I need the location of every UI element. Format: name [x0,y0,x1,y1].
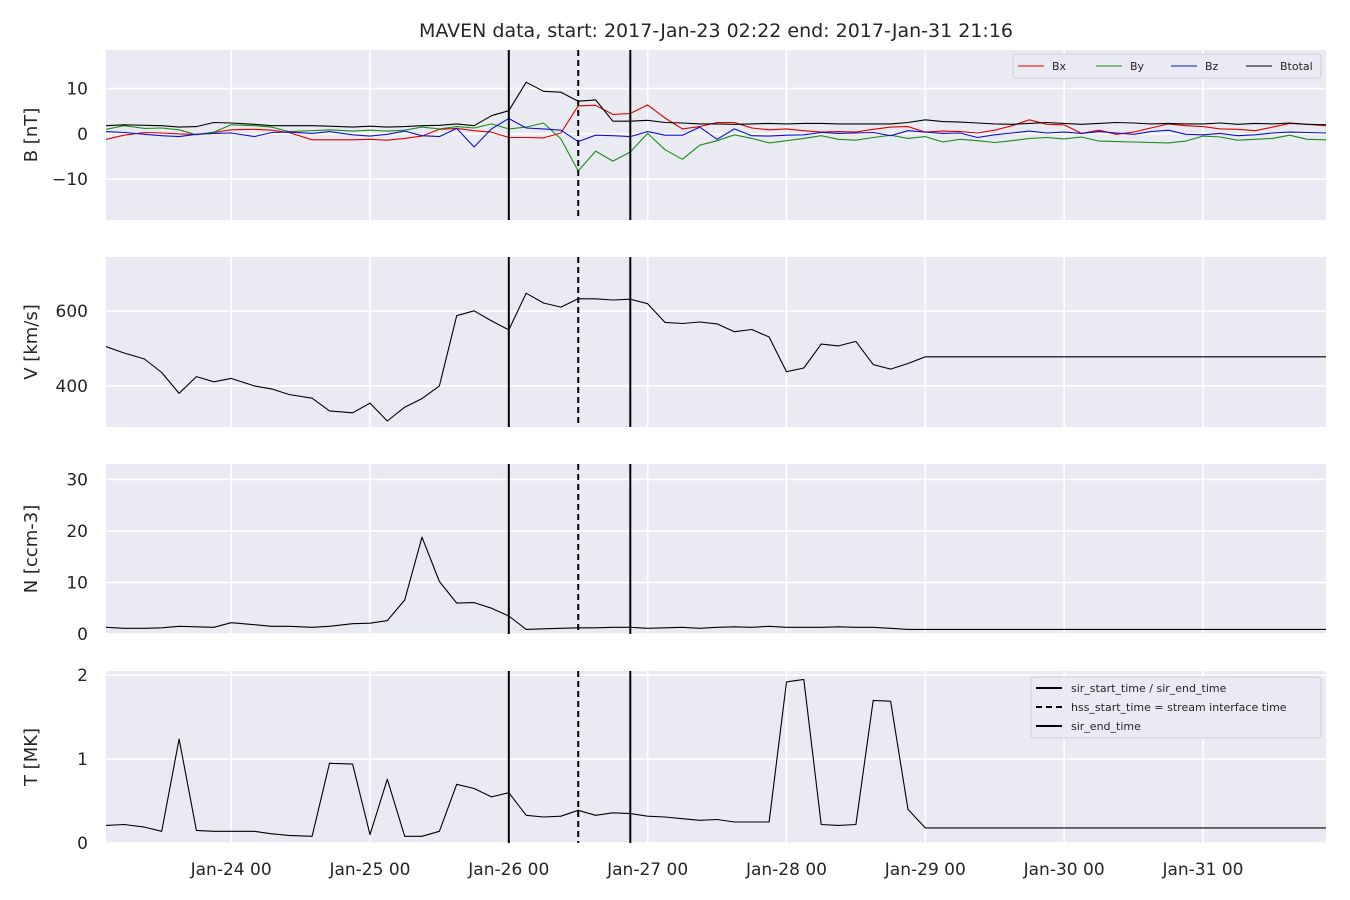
panel-2: 400 600 V [km/s] [21,257,1326,427]
series-group [106,292,1326,422]
x-tick-label: Jan-25 00 [328,860,410,880]
legend-label: Btotal [1280,60,1313,73]
y-axis-label: N [ccm-3] [21,505,42,594]
plot-area [106,464,1326,634]
y-tick-label: 30 [66,470,88,490]
y-tick-label: 2 [77,666,88,686]
y-tick-label: 600 [56,302,88,322]
legend-box [1012,53,1322,79]
plot-area [106,257,1326,427]
y-tick-label: 1 [77,750,88,770]
series-group [106,678,1326,837]
y-tick-label: 10 [66,573,88,593]
y-tick-label: 0 [77,834,88,854]
series-line-bz [106,117,1326,148]
x-tick-label: Jan-26 00 [467,860,549,880]
series-line-btotal [106,81,1326,128]
y-tick-label: 0 [77,125,88,145]
y-axis-label: B [nT] [21,108,42,163]
x-tick-label: Jan-29 00 [884,860,966,880]
b-legend: Bx By Bz Btotal [1012,53,1322,79]
panel-3: 0 10 20 30 N [ccm-3] [21,464,1326,645]
y-tick-label: 400 [56,377,88,397]
y-tick-label: 10 [66,80,88,100]
series-line-data [106,292,1326,422]
t-legend: sir_start_time / sir_end_time hss_start_t… [1030,676,1322,739]
y-tick-label: 0 [77,625,88,645]
y-tick-label: 20 [66,522,88,542]
x-tick-label: Jan-27 00 [606,860,688,880]
legend-label: hss_start_time = stream interface time [1071,701,1287,714]
series-group [106,536,1326,630]
legend-label: By [1130,60,1145,73]
y-tick-label: −10 [52,170,88,190]
series-line-data [106,678,1326,837]
y-axis-label: T [MK] [21,728,42,787]
x-tick-label: Jan-24 00 [190,860,272,880]
legend-label: sir_start_time / sir_end_time [1071,682,1227,695]
figure-title: MAVEN data, start: 2017-Jan-23 02:22 end… [419,20,1013,42]
legend-label: Bz [1205,60,1219,73]
legend-label: Bx [1052,60,1067,73]
x-tick-label: Jan-30 00 [1023,860,1105,880]
series-line-by [106,122,1326,172]
series-group [106,81,1326,172]
series-line-data [106,536,1326,630]
legend-label: sir_end_time [1071,720,1141,733]
x-tick-label: Jan-31 00 [1161,860,1243,880]
legend-box [1030,676,1322,739]
x-tick-label: Jan-28 00 [745,860,827,880]
y-axis-label: V [km/s] [21,304,42,379]
